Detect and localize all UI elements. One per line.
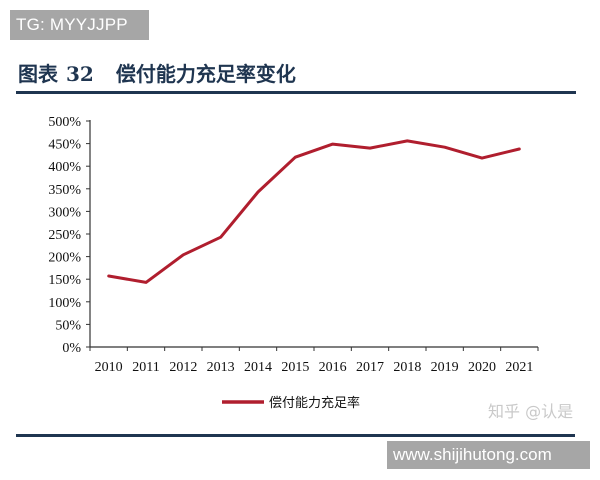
figure-title: 图表 32 偿付能力充足率变化: [18, 60, 296, 88]
series-line: [107, 139, 521, 284]
x-tick-label: 2011: [132, 360, 159, 375]
bottom-rule: [16, 434, 575, 437]
x-tick-label: 2014: [244, 360, 272, 375]
x-tick-label: 2018: [393, 360, 421, 375]
legend-label: 偿付能力充足率: [269, 395, 360, 411]
x-tick-label: 2013: [207, 360, 235, 375]
watermark-bottom: www.shijihutong.com: [387, 441, 590, 469]
x-tick-label: 2010: [95, 360, 123, 375]
y-axis-ticks: 0% 50% 100% 150% 200% 250% 300% 350% 400% 450% 500…: [48, 115, 90, 356]
figure-number: 32: [66, 62, 94, 86]
y-tick-label: 450%: [48, 138, 81, 153]
x-tick-label: 2020: [468, 360, 496, 375]
x-tick-label: 2017: [356, 360, 384, 375]
y-tick-label: 300%: [48, 205, 81, 220]
y-tick-label: 100%: [48, 296, 81, 311]
y-tick-label: 0%: [62, 341, 81, 356]
legend: 偿付能力充足率: [222, 395, 360, 411]
x-tick-label: 2012: [169, 360, 197, 375]
y-tick-label: 350%: [48, 183, 81, 198]
y-tick-label: 200%: [48, 251, 81, 266]
x-tick-label: 2016: [319, 360, 347, 375]
y-tick-label: 400%: [48, 160, 81, 175]
x-axis-ticks: 2010 2011 2012 2013 2014 2015 2016 2017 2018 2019…: [89, 347, 539, 375]
x-tick-label: 2015: [281, 360, 309, 375]
x-tick-label: 2021: [505, 360, 533, 375]
y-tick-label: 500%: [48, 115, 81, 130]
y-tick-label: 150%: [48, 273, 81, 288]
figure-title-text: 偿付能力充足率变化: [115, 62, 296, 86]
y-tick-label: 50%: [55, 318, 81, 333]
watermark-zhihu: 知乎 @认是: [488, 402, 574, 421]
watermark-top: TG: MYYJJPP: [10, 10, 149, 40]
y-tick-label: 250%: [48, 228, 81, 243]
title-rule: [16, 91, 576, 94]
figure-label: 图表: [18, 62, 58, 86]
x-tick-label: 2019: [431, 360, 459, 375]
